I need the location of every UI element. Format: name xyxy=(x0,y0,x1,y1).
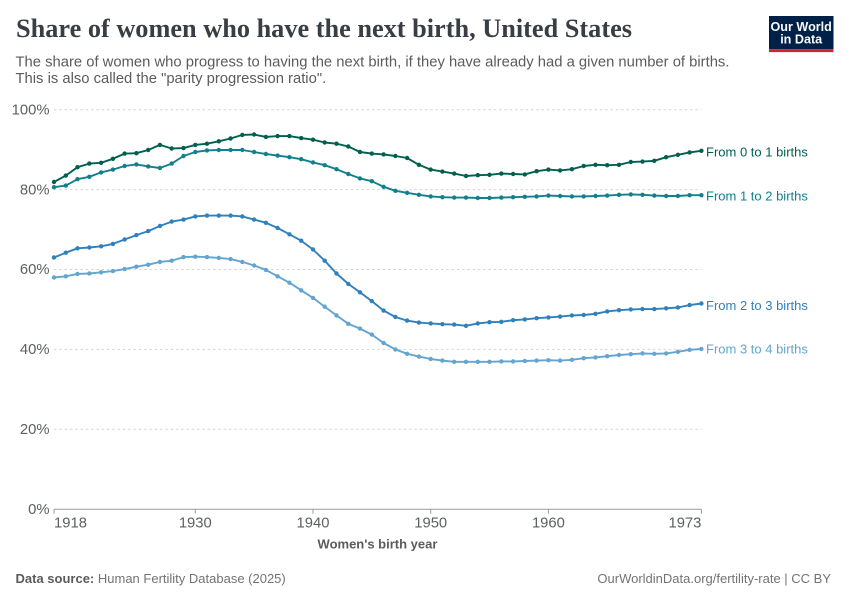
svg-text:From 1 to 2 births: From 1 to 2 births xyxy=(706,189,808,204)
svg-text:OurWorldinData.org/fertility-r: OurWorldinData.org/fertility-rate | CC B… xyxy=(597,571,831,586)
svg-text:Our World: Our World xyxy=(771,20,832,34)
svg-text:80%: 80% xyxy=(20,182,50,198)
svg-text:Women's birth year: Women's birth year xyxy=(318,537,438,552)
svg-text:Data source: Human Fertility D: Data source: Human Fertility Database (2… xyxy=(16,571,286,586)
svg-text:in Data: in Data xyxy=(780,33,823,47)
svg-text:This is also called the "parit: This is also called the "parity progress… xyxy=(16,71,327,87)
svg-text:From 2 to 3 births: From 2 to 3 births xyxy=(706,298,808,313)
svg-text:1930: 1930 xyxy=(179,516,212,532)
svg-text:From 0 to 1 births: From 0 to 1 births xyxy=(706,144,808,159)
svg-text:1960: 1960 xyxy=(532,516,565,532)
svg-text:1950: 1950 xyxy=(414,516,447,532)
svg-text:40%: 40% xyxy=(20,342,50,358)
svg-text:60%: 60% xyxy=(20,262,50,278)
svg-text:1940: 1940 xyxy=(297,516,330,532)
svg-text:100%: 100% xyxy=(12,102,50,118)
svg-text:1918: 1918 xyxy=(54,516,87,532)
svg-text:20%: 20% xyxy=(20,422,50,438)
svg-text:1973: 1973 xyxy=(668,516,701,532)
svg-text:From 3 to 4 births: From 3 to 4 births xyxy=(706,342,808,357)
svg-text:The share of women who progres: The share of women who progress to havin… xyxy=(16,55,730,71)
svg-text:Share of women who have the ne: Share of women who have the next birth, … xyxy=(16,14,632,43)
svg-text:0%: 0% xyxy=(28,502,49,518)
